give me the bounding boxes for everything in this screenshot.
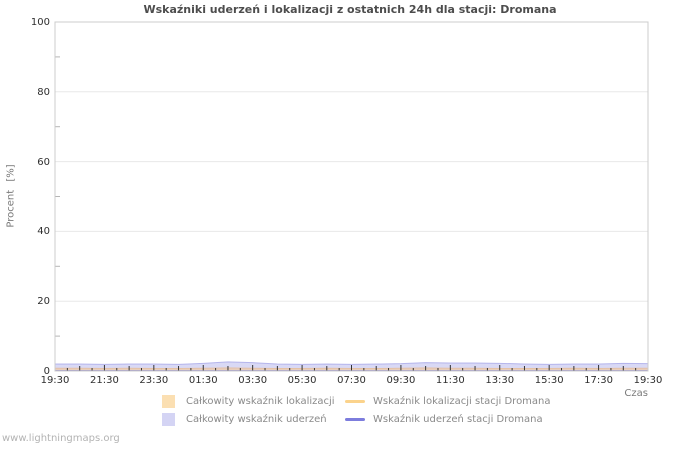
x-tick-label: 15:30: [534, 375, 564, 386]
legend-item: Całkowity wskaźnik lokalizacji: [162, 392, 345, 410]
legend-line-swatch: [345, 399, 365, 403]
x-tick-label: 19:30: [40, 375, 70, 386]
legend-label: Całkowity wskaźnik uderzeń: [186, 413, 327, 425]
x-tick-label: 21:30: [89, 375, 119, 386]
chart-title: Wskaźniki uderzeń i lokalizacji z ostatn…: [143, 3, 557, 16]
y-tick-label: 20: [37, 296, 50, 308]
x-tick-label: 03:30: [238, 375, 268, 386]
legend-label: Całkowity wskaźnik lokalizacji: [186, 395, 335, 407]
legend-item: Wskaźnik uderzeń stacji Dromana: [345, 410, 551, 428]
y-tick-label: 60: [37, 156, 50, 168]
x-tick-label: 19:30: [633, 375, 663, 386]
watermark-text: www.lightningmaps.org: [2, 433, 120, 444]
y-tick-label: 40: [37, 226, 50, 238]
legend-label: Wskaźnik lokalizacji stacji Dromana: [373, 395, 551, 407]
x-tick-label: 23:30: [139, 375, 169, 386]
legend-area-swatch: [162, 394, 175, 408]
x-tick-label: 01:30: [188, 375, 218, 386]
x-tick-label: 07:30: [337, 375, 366, 386]
y-tick-label: 0: [43, 366, 50, 377]
x-tick-label: 11:30: [435, 375, 465, 386]
x-tick-label: 13:30: [485, 375, 515, 386]
x-tick-label: 09:30: [386, 375, 416, 386]
legend-item: Całkowity wskaźnik uderzeń: [162, 410, 345, 428]
area-series-edge: [55, 361, 649, 365]
chart-legend: Całkowity wskaźnik lokalizacji Całkowity …: [162, 392, 551, 428]
x-axis-title: Czas: [624, 388, 648, 399]
legend-label: Wskaźnik uderzeń stacji Dromana: [373, 413, 543, 425]
legend-line-swatch: [345, 417, 365, 421]
plot-border: [54, 21, 649, 372]
legend-item: Wskaźnik lokalizacji stacji Dromana: [345, 392, 551, 410]
y-tick-label: 80: [37, 86, 50, 98]
x-tick-label: 05:30: [287, 375, 317, 386]
y-axis-title: Procent [%]: [5, 164, 17, 228]
x-tick-label: 17:30: [584, 375, 613, 386]
legend-area-swatch: [162, 412, 175, 426]
y-tick-label: 100: [30, 17, 50, 28]
